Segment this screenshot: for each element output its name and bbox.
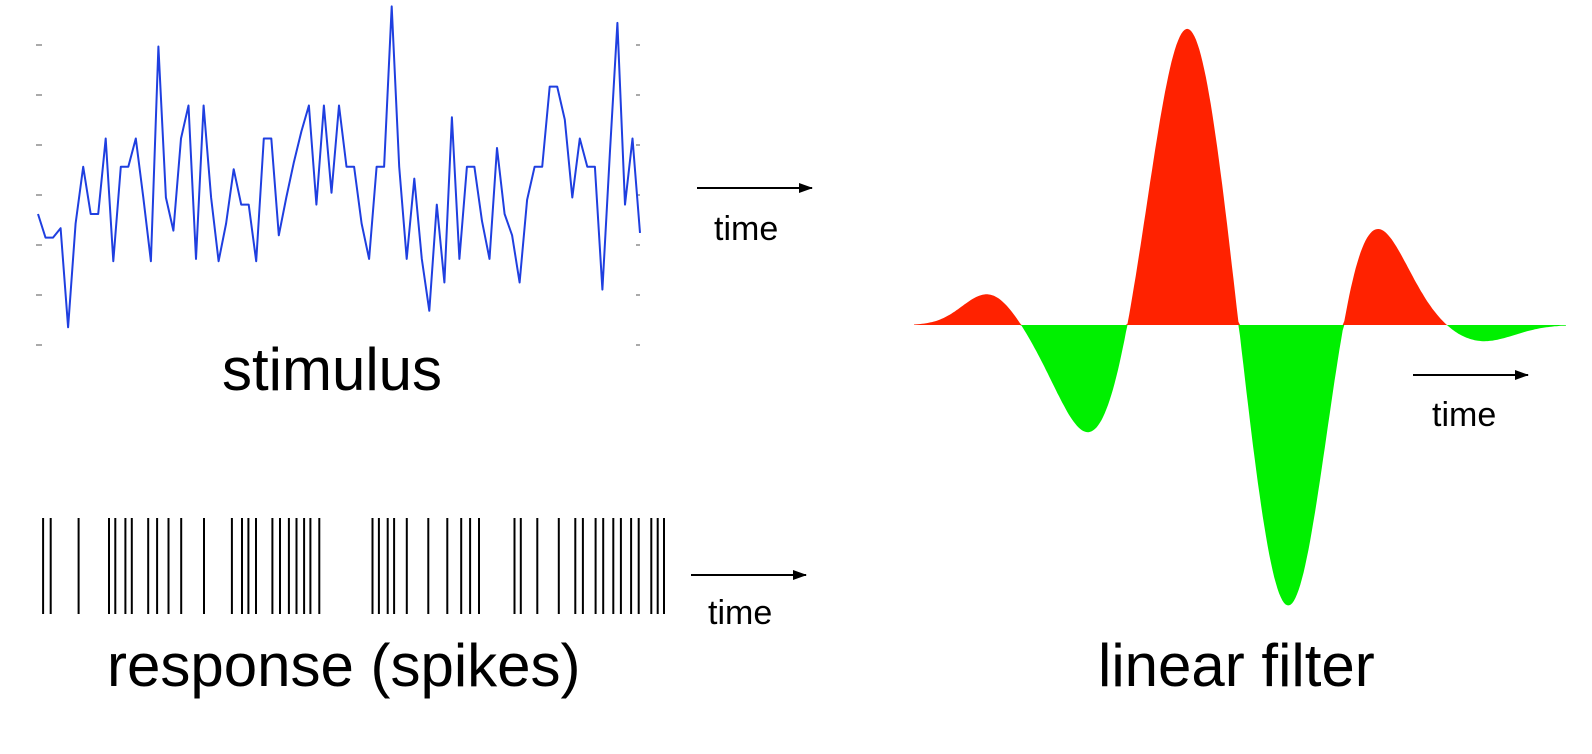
- response-label: response (spikes): [107, 632, 581, 699]
- stimulus-axis-ticks: [36, 44, 640, 346]
- filter-time-label: time: [1432, 396, 1497, 434]
- stimulus-label: stimulus: [222, 336, 443, 403]
- stimulus-time-label: time: [714, 210, 779, 248]
- filter-positive-lobes: [914, 28, 1566, 326]
- filter-negative-lobes: [914, 325, 1566, 606]
- linear-filter-label: linear filter: [1098, 632, 1375, 699]
- response-time-label: time: [708, 594, 773, 632]
- stimulus-trace: [37, 5, 641, 329]
- spike-train: [42, 518, 665, 614]
- linear-filter-panel: [914, 28, 1566, 606]
- stimulus-panel: [36, 5, 641, 346]
